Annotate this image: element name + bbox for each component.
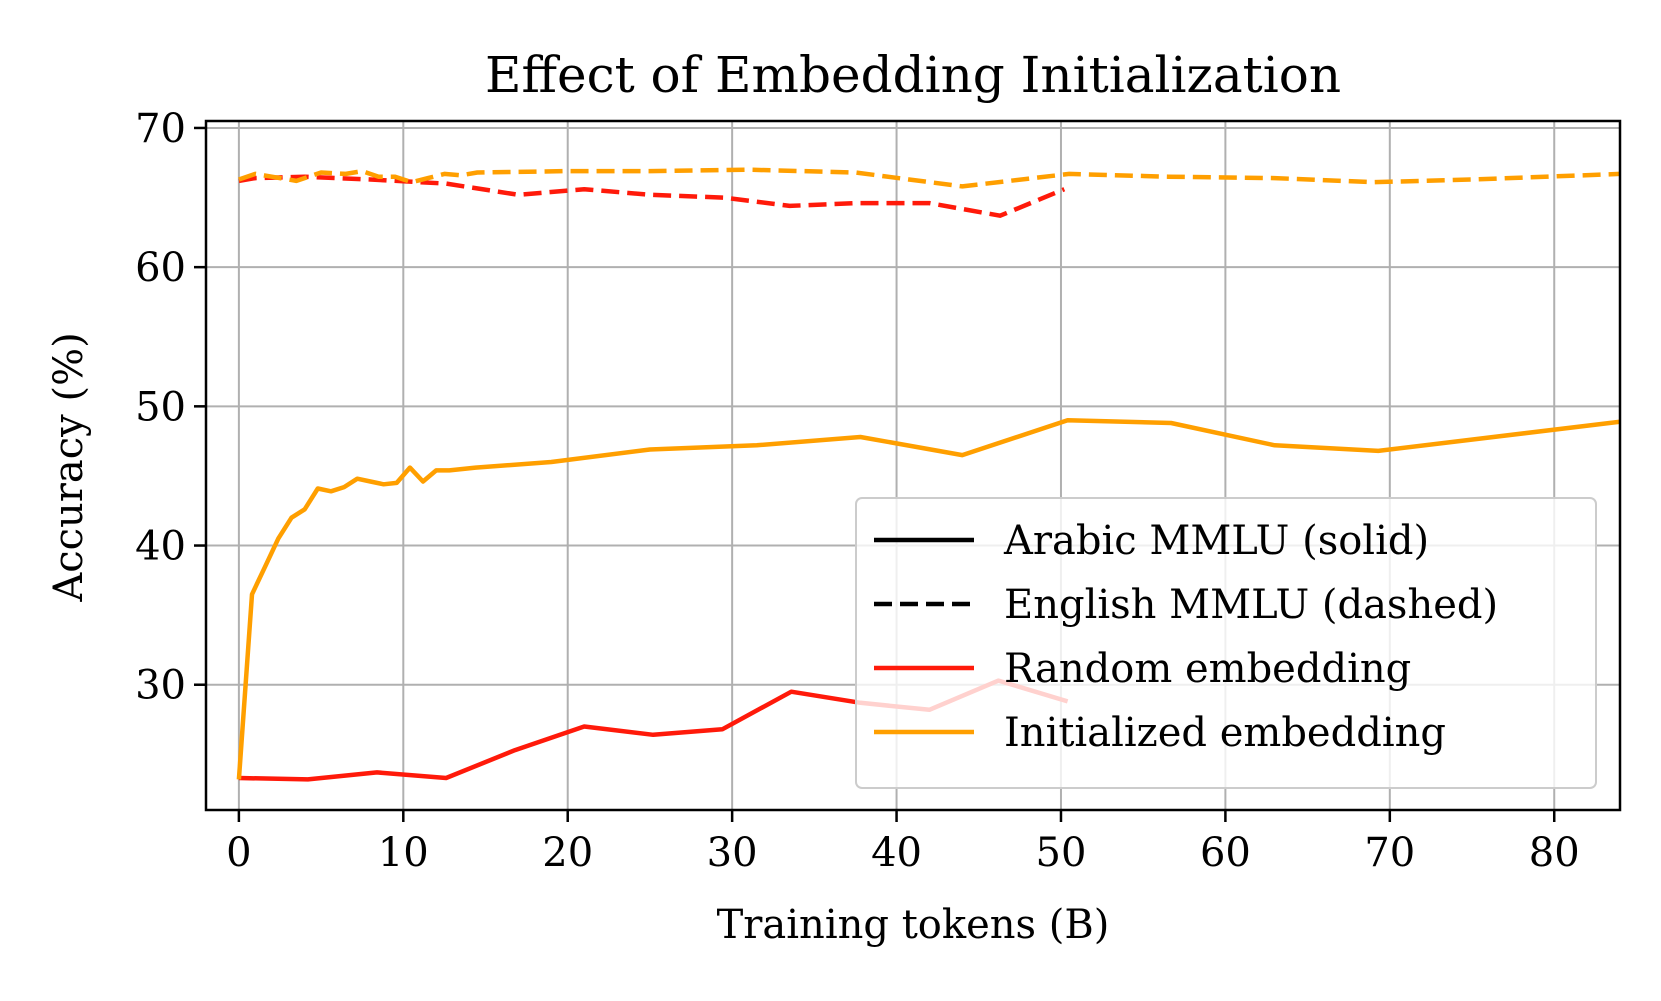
x-tick-label: 0 xyxy=(226,830,251,876)
y-tick-label: 50 xyxy=(135,384,186,430)
chart-title: Effect of Embedding Initialization xyxy=(485,46,1341,104)
x-axis-label: Training tokens (B) xyxy=(717,902,1110,948)
x-tick-label: 10 xyxy=(378,830,429,876)
x-tick-label: 40 xyxy=(871,830,922,876)
x-tick-label: 70 xyxy=(1364,830,1415,876)
y-tick-label: 40 xyxy=(135,524,186,570)
y-axis-label: Accuracy (%) xyxy=(46,332,92,602)
series-line-1-dashed xyxy=(239,170,1620,187)
y-tick-label: 60 xyxy=(135,245,186,291)
x-tick-label: 60 xyxy=(1200,830,1251,876)
y-tick-label: 70 xyxy=(135,106,186,152)
legend: Arabic MMLU (solid) English MMLU (dashed)… xyxy=(856,498,1596,788)
x-tick-label: 30 xyxy=(707,830,758,876)
legend-label: English MMLU (dashed) xyxy=(1004,582,1498,628)
legend-label: Arabic MMLU (solid) xyxy=(1003,518,1429,564)
y-tick-label: 30 xyxy=(135,663,186,709)
legend-label: Random embedding xyxy=(1004,646,1411,692)
legend-label: Initialized embedding xyxy=(1004,710,1446,756)
x-tick-label: 20 xyxy=(542,830,593,876)
x-tick-label: 50 xyxy=(1036,830,1087,876)
x-tick-label: 80 xyxy=(1529,830,1580,876)
